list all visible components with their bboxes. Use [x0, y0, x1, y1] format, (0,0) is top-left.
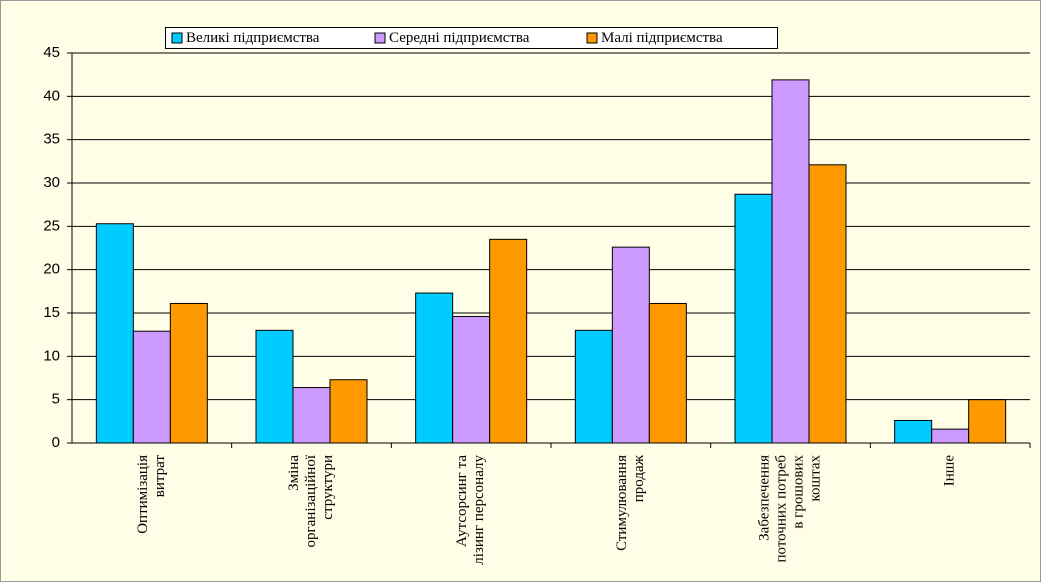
bar — [648, 302, 687, 444]
bar — [415, 292, 454, 444]
x-tick-label: витрат — [152, 455, 168, 498]
x-tick-label: Стимулювання — [614, 455, 630, 551]
bar — [169, 302, 208, 444]
bar — [611, 246, 650, 444]
y-tick-label: 45 — [43, 44, 60, 61]
y-tick-label: 35 — [43, 131, 60, 148]
x-tick-label: коштах — [807, 455, 823, 502]
bar — [132, 330, 171, 444]
bar — [734, 193, 773, 444]
legend-swatch — [171, 32, 183, 44]
legend-swatch — [586, 32, 598, 44]
legend-label: Великі підприємства — [186, 30, 320, 46]
bar — [968, 399, 1007, 444]
bar — [329, 379, 368, 444]
x-tick-label: Забезпечення — [756, 455, 772, 541]
bar — [489, 238, 528, 444]
x-tick-label: Зміна — [286, 455, 302, 491]
legend-label: Середні підприємства — [389, 30, 530, 46]
x-tick-label: лізинг персоналу — [471, 455, 487, 565]
bar — [95, 223, 134, 444]
y-tick-label: 10 — [43, 347, 60, 364]
y-tick-label: 30 — [43, 174, 60, 191]
x-tick-label: Інше — [942, 455, 958, 487]
bar — [931, 428, 970, 444]
bar — [452, 315, 491, 444]
y-tick-label: 0 — [52, 434, 60, 451]
x-tick-label: продаж — [631, 454, 647, 502]
bar — [255, 329, 294, 444]
y-tick-label: 15 — [43, 304, 60, 321]
bar — [771, 79, 810, 444]
bar — [808, 164, 847, 444]
x-tick-label: структури — [320, 455, 336, 520]
x-tick-label: Оптимізація — [135, 455, 151, 534]
y-tick-label: 5 — [52, 391, 60, 408]
legend-label: Малі підприємства — [601, 30, 723, 46]
x-tick-label: в грошових — [790, 455, 806, 529]
bar — [292, 387, 331, 444]
y-tick-label: 25 — [43, 217, 60, 234]
x-tick-label: Аутсорсинг та — [454, 455, 470, 547]
y-tick-label: 40 — [43, 87, 60, 104]
bar — [894, 419, 933, 444]
y-tick-label: 20 — [43, 261, 60, 278]
x-tick-label: поточних потреб — [773, 455, 789, 563]
legend-box — [165, 27, 778, 49]
legend-swatch — [374, 32, 386, 44]
x-tick-label: організаційної — [303, 454, 319, 547]
bar — [574, 329, 613, 444]
